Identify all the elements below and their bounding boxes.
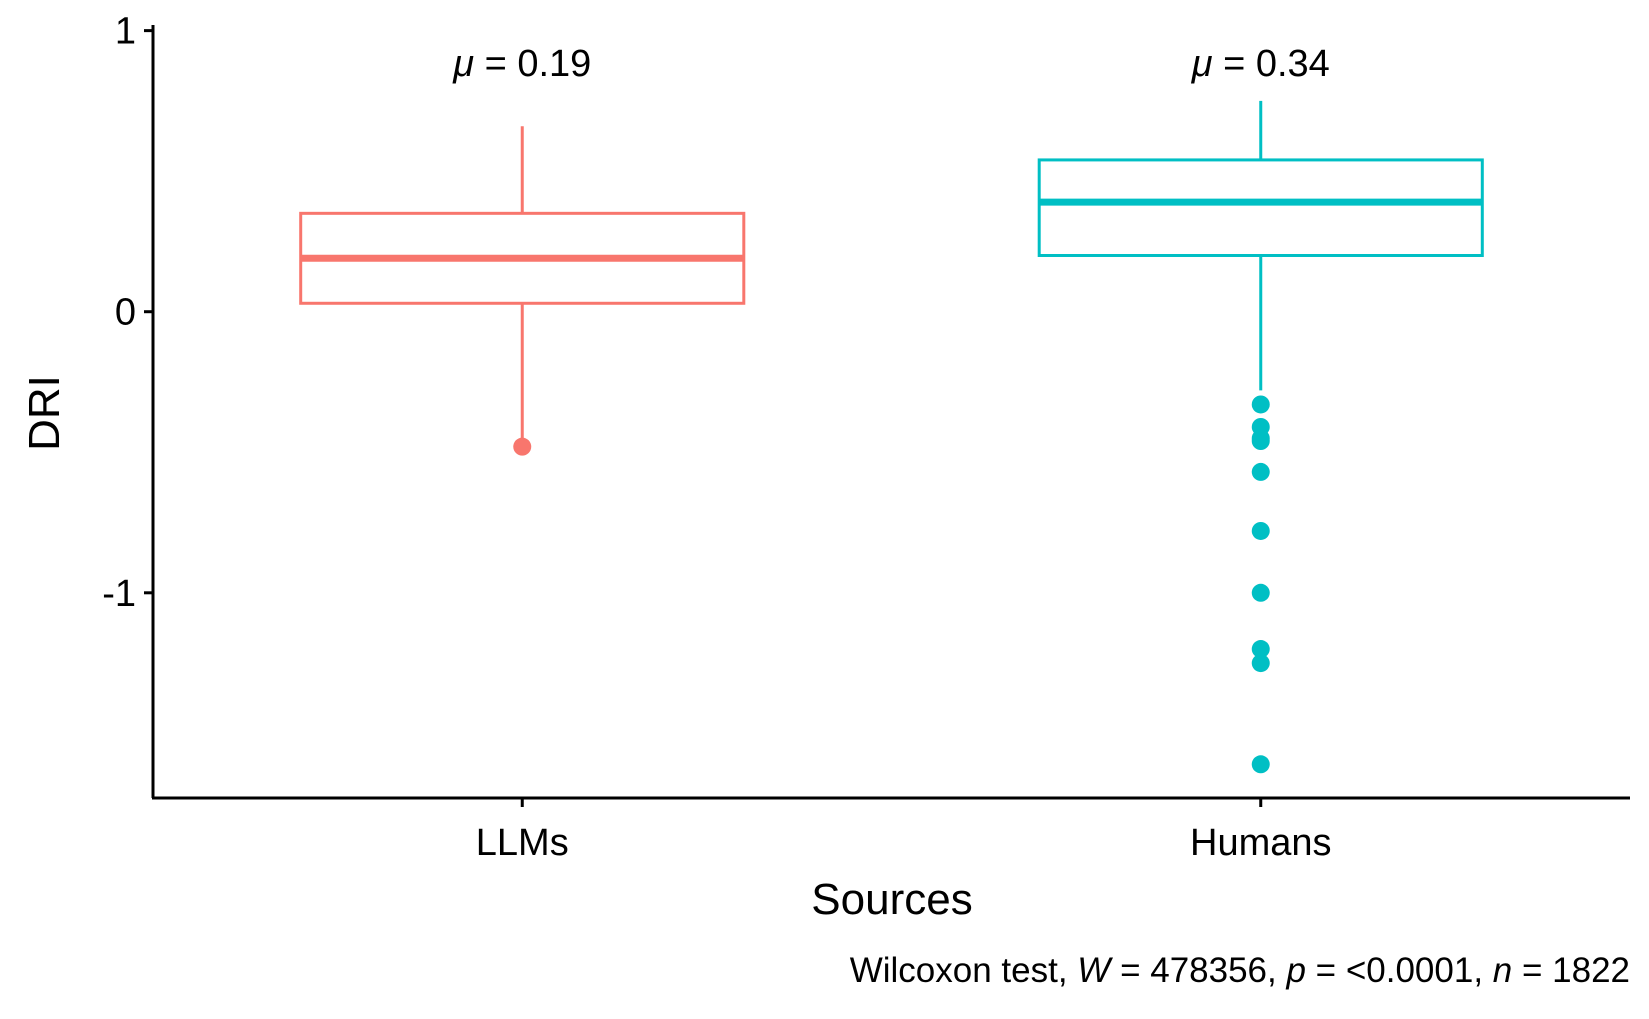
humans-outlier-point [1251,583,1270,602]
plot-marks: μ = 0.19 μ = 0.34 [299,43,1484,774]
caption-p-value: = <0.0001, [1306,951,1493,990]
humans-outlier-point [1251,395,1270,414]
y-axis-ticks: 1 0 -1 [102,11,153,615]
caption-n-symbol: n [1493,951,1512,990]
wilcoxon-caption: Wilcoxon test, W = 478356, p = <0.0001, … [850,951,1630,990]
x-axis-ticks: LLMs Humans [476,798,1332,864]
llms-mean-symbol: μ [452,43,474,85]
humans-mean-symbol: μ [1191,43,1213,85]
humans-outlier-point [1251,654,1270,673]
humans-outlier-point [1251,462,1270,481]
y-tick-label: 1 [115,11,136,53]
llms-outlier-point [513,437,532,456]
humans-mean-label: μ = 0.34 [1191,43,1330,85]
humans-box [1037,158,1484,257]
caption-test: Wilcoxon test, [850,951,1078,990]
x-tick-label: Humans [1190,822,1332,864]
humans-outlier-point [1251,432,1270,451]
x-axis-title: Sources [811,875,972,924]
caption-n-value: = 1822 [1512,951,1630,990]
humans-outlier-point [1251,521,1270,540]
caption-w-symbol: W [1077,951,1113,990]
caption-w-value: = 478356, [1110,951,1286,990]
humans-outlier-point [1251,640,1270,659]
y-tick-label: 0 [115,292,136,334]
humans-outlier-point [1251,755,1270,774]
x-tick-label: LLMs [476,822,569,864]
y-tick-label: -1 [102,573,136,615]
humans-mean-value: = 0.34 [1213,43,1330,85]
caption-p-symbol: p [1285,951,1305,990]
llms-mean-label: μ = 0.19 [452,43,591,85]
llms-mean-value: = 0.19 [474,43,591,85]
y-axis-title: DRI [20,375,69,451]
